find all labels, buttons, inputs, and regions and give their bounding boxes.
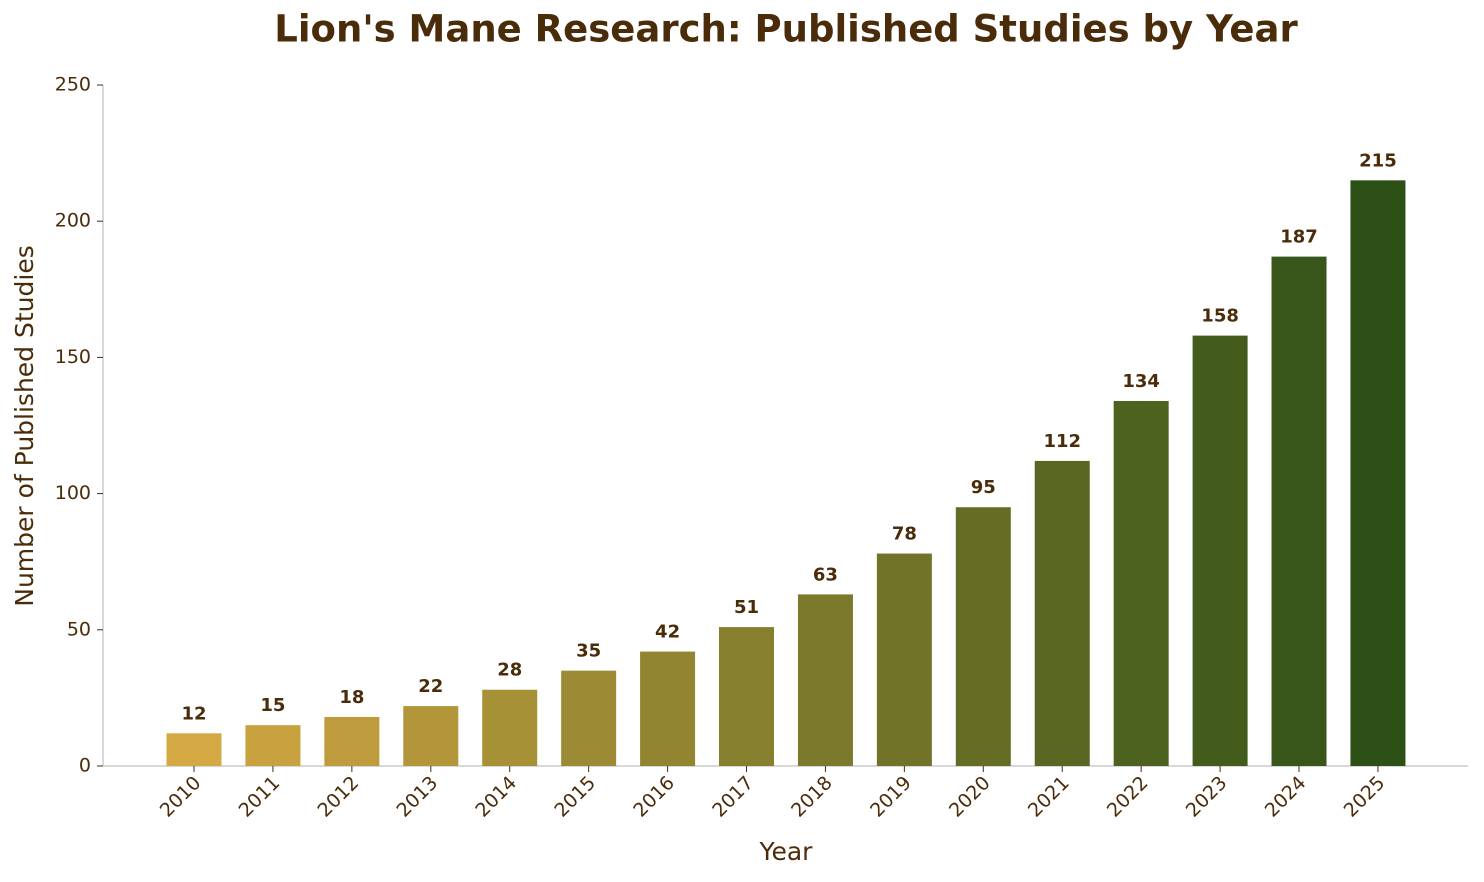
y-tick-label: 150 — [55, 346, 91, 368]
value-label: 28 — [497, 660, 522, 681]
x-tick-label: 2024 — [1261, 772, 1311, 822]
x-tick-label: 2012 — [314, 772, 364, 822]
bar — [640, 651, 696, 766]
x-tick-label: 2017 — [708, 772, 758, 822]
value-label: 134 — [1122, 371, 1160, 392]
chart-title: Lion's Mane Research: Published Studies … — [274, 8, 1298, 51]
bar — [324, 716, 380, 766]
x-tick-label: 2015 — [550, 772, 600, 822]
bar — [482, 689, 538, 766]
value-label: 215 — [1359, 150, 1397, 171]
value-label: 112 — [1043, 431, 1081, 452]
value-label: 22 — [418, 676, 443, 697]
value-label: 35 — [576, 641, 601, 662]
bar — [797, 594, 853, 766]
bar — [1350, 180, 1406, 767]
y-tick-label: 200 — [55, 210, 91, 232]
value-label: 15 — [260, 695, 285, 716]
x-tick-label: 2016 — [629, 772, 679, 822]
y-tick-label: 100 — [55, 482, 91, 504]
bar — [403, 706, 459, 766]
y-axis-label: Number of Published Studies — [10, 245, 39, 606]
value-label: 63 — [813, 564, 838, 585]
y-tick-label: 50 — [67, 618, 91, 640]
bar — [561, 670, 617, 766]
x-tick-label: 2025 — [1340, 772, 1390, 822]
x-tick-label: 2020 — [945, 772, 995, 822]
value-label: 95 — [971, 477, 996, 498]
x-tick-label: 2021 — [1024, 772, 1074, 822]
bar — [1192, 335, 1248, 766]
value-label: 78 — [892, 524, 917, 545]
x-tick-label: 2022 — [1103, 772, 1153, 822]
value-label: 51 — [734, 597, 759, 618]
bar — [166, 733, 222, 766]
x-tick-label: 2011 — [235, 772, 285, 822]
bar — [1271, 256, 1327, 766]
value-label: 158 — [1201, 306, 1239, 327]
bar — [955, 507, 1011, 766]
x-tick-label: 2023 — [1182, 772, 1232, 822]
y-tick-label: 250 — [55, 74, 91, 96]
x-tick-label: 2010 — [156, 772, 206, 822]
value-label: 12 — [181, 703, 206, 724]
bar — [876, 553, 932, 766]
bar — [719, 627, 775, 766]
x-axis-label: Year — [759, 837, 814, 866]
x-tick-label: 2014 — [471, 772, 521, 822]
y-tick-label: 0 — [79, 755, 91, 777]
x-tick-label: 2019 — [866, 772, 916, 822]
value-label: 18 — [339, 687, 364, 708]
x-tick-label: 2018 — [787, 772, 837, 822]
bar — [1113, 400, 1169, 766]
bar — [1034, 460, 1090, 766]
value-label: 187 — [1280, 227, 1318, 248]
x-tick-label: 2013 — [392, 772, 442, 822]
bar — [245, 725, 301, 766]
value-label: 42 — [655, 622, 680, 643]
